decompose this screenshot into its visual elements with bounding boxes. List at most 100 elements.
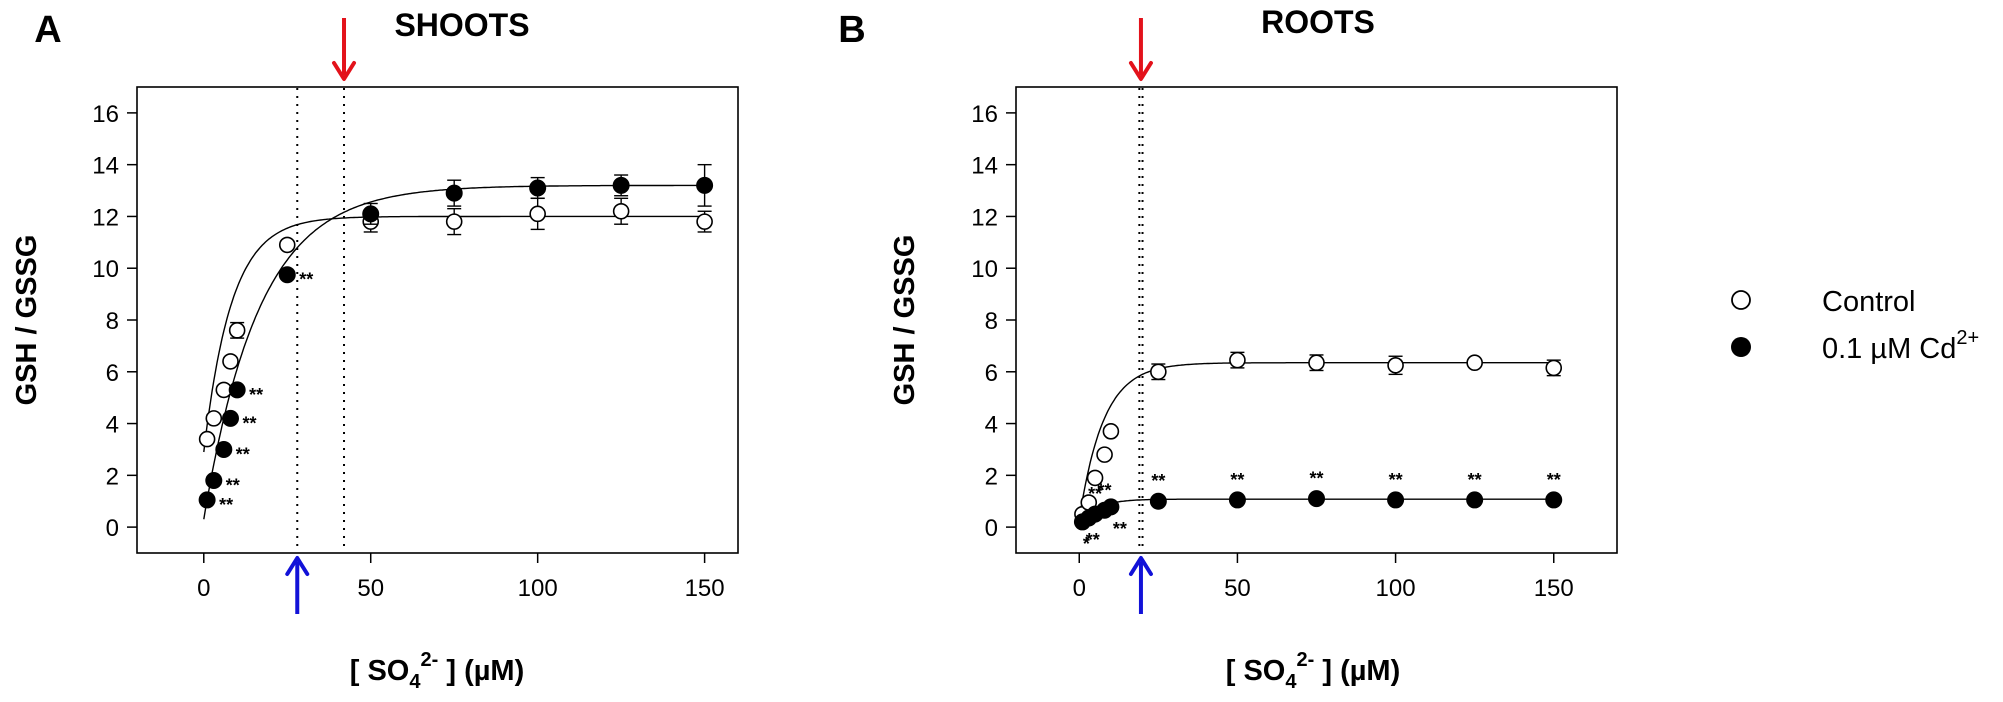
data-point-filled [1149,492,1167,510]
blue-arrow-icon-head [1128,556,1153,576]
data-point-open [1229,351,1246,369]
panel-letter: B [838,9,865,51]
panel-letter: A [34,9,61,51]
significance-label: ** [1389,470,1403,490]
data-point-open [1387,357,1404,374]
data-point-filled [1387,491,1405,509]
y-axis-label: GSH / GSSG [11,235,43,406]
data-point-filled [362,205,380,223]
x-tick-label: 100 [518,575,558,602]
series-control [198,197,713,448]
data-point-filled [215,440,233,458]
y-tick-label: 10 [971,256,998,283]
significance-label: ** [1113,519,1127,539]
x-tick-label: 100 [1376,575,1416,602]
x-tick-label: 50 [1224,575,1251,602]
data-point-open [696,213,713,230]
data-point-open [198,430,216,448]
significance-label: ** [1468,470,1482,490]
legend-item: Control [1731,286,1916,318]
fit-curve-control [203,215,705,453]
red-arrow-icon-head [1128,61,1153,81]
y-tick-label: 14 [92,153,119,180]
significance-label: ** [219,495,233,515]
x-axis-label-text: [ SO [350,655,410,687]
panel-a: 0 2 4 6 8 10 12 14 16 0 50 100 150 A SHOOTS GSH / GSSG [… [11,7,739,693]
x-axis-label-unit: ] (µM) [438,655,524,687]
legend-label-sup: 2+ [1956,327,1979,349]
data-point-open [529,205,546,223]
legend-label-text: Control [1822,286,1916,318]
significance-label: ** [242,413,256,433]
panel-b: 0 2 4 6 8 10 12 14 16 0 50 100 150 B ROOTS GSH / GSSG [ … [838,4,1618,693]
significance-label: ** [1309,469,1323,489]
y-tick-label: 8 [106,308,119,335]
data-point-filled [1545,491,1563,509]
significance-label: ** [249,385,263,405]
y-tick-label: 16 [92,101,119,128]
series-cadmium: ************ [198,163,714,515]
significance-label: ** [1086,530,1100,550]
data-point-filled [612,176,630,194]
legend-label: 0.1 µM Cd2+ [1822,327,1979,365]
y-tick-label: 0 [985,515,998,542]
y-tick-label: 6 [985,360,998,387]
data-point-filled [1102,498,1120,516]
series-cadmium: *********** ** ** ** ** ** [1073,469,1563,554]
legend-marker-filled [1731,337,1751,357]
data-point-filled [228,381,246,399]
x-axis-label: [ SO42- ] (µM) [350,649,525,693]
data-point-filled [198,491,216,509]
significance-label: ** [236,444,250,464]
y-tick-label: 2 [985,463,998,490]
y-tick-label: 12 [971,204,998,231]
data-point-open [222,353,239,370]
y-tick-label: 14 [971,153,998,180]
red-arrow-icon [332,18,357,81]
panel-title: ROOTS [1261,4,1375,40]
y-tick-label: 8 [985,308,998,335]
blue-arrow-icon [285,556,310,614]
legend: Control 0.1 µM Cd2+ [1731,286,1979,365]
panel-title: SHOOTS [394,7,529,43]
data-point-open [278,236,296,254]
y-tick-label: 10 [92,256,119,283]
significance-label: ** [1151,471,1165,491]
significance-label: ** [1098,480,1112,500]
data-point-open [1308,354,1325,372]
data-point-filled [278,266,296,284]
y-tick-label: 4 [106,412,119,439]
y-tick-label: 0 [106,515,119,542]
x-axis-label-text: [ SO [1226,655,1286,687]
x-tick-label: 150 [1534,575,1574,602]
blue-arrow-icon-head [285,556,310,576]
data-point-filled [445,184,463,202]
data-point-filled [221,409,239,427]
significance-label: ** [299,270,313,290]
y-tick-label: 2 [106,463,119,490]
data-point-filled [1228,491,1246,509]
red-arrow-icon-head [332,61,357,81]
x-axis-label-sub: 4 [409,671,421,693]
data-point-open [1102,423,1120,440]
blue-arrow-icon [1128,556,1153,614]
data-point-open [1466,354,1483,372]
significance-label: ** [226,476,240,496]
data-point-open [205,410,223,427]
x-axis-label-sup: 2- [421,649,439,671]
data-point-open [228,322,246,339]
data-point-filled [205,472,223,490]
legend-label: Control [1822,286,1916,318]
fit-curve-cadmium [203,184,705,520]
data-point-open [612,202,630,220]
y-tick-label: 12 [92,204,119,231]
data-point-filled [1466,491,1484,509]
data-point-filled [696,176,714,194]
x-axis-label-sub: 4 [1285,671,1297,693]
data-point-filled [529,179,547,197]
significance-label: ** [1088,484,1102,504]
y-tick-label: 4 [985,412,998,439]
x-axis-label-unit: ] (µM) [1314,655,1400,687]
x-tick-label: 0 [1073,575,1086,602]
red-arrow-icon [1128,18,1153,81]
